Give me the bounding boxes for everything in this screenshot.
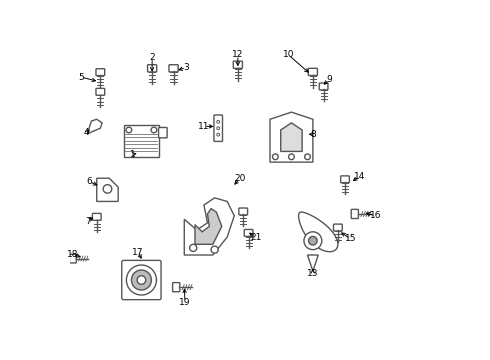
- Polygon shape: [97, 178, 118, 202]
- Text: 20: 20: [234, 174, 245, 183]
- Circle shape: [217, 133, 220, 136]
- Text: 17: 17: [132, 248, 144, 257]
- Text: 11: 11: [198, 122, 210, 131]
- Text: 10: 10: [283, 50, 294, 59]
- Text: 1: 1: [129, 150, 135, 159]
- Circle shape: [126, 265, 156, 295]
- FancyBboxPatch shape: [308, 68, 318, 76]
- Text: 19: 19: [179, 298, 191, 307]
- Text: 5: 5: [78, 73, 84, 82]
- FancyBboxPatch shape: [244, 229, 253, 237]
- Circle shape: [272, 154, 278, 159]
- FancyBboxPatch shape: [147, 65, 157, 72]
- Circle shape: [151, 127, 157, 133]
- Text: 13: 13: [307, 269, 318, 278]
- Circle shape: [217, 120, 220, 123]
- Circle shape: [217, 127, 220, 130]
- FancyBboxPatch shape: [341, 176, 349, 183]
- Circle shape: [289, 154, 294, 159]
- Polygon shape: [88, 119, 102, 134]
- FancyBboxPatch shape: [351, 210, 358, 219]
- Polygon shape: [270, 112, 313, 162]
- FancyBboxPatch shape: [319, 83, 328, 90]
- Text: 15: 15: [344, 234, 356, 243]
- Text: 7: 7: [85, 217, 91, 226]
- FancyBboxPatch shape: [172, 283, 180, 292]
- FancyBboxPatch shape: [159, 127, 167, 138]
- FancyBboxPatch shape: [96, 69, 105, 76]
- FancyBboxPatch shape: [70, 254, 76, 263]
- Polygon shape: [123, 125, 159, 157]
- Text: 12: 12: [232, 50, 244, 59]
- Circle shape: [103, 185, 112, 193]
- FancyBboxPatch shape: [96, 88, 105, 95]
- Text: 9: 9: [326, 75, 332, 84]
- Text: 16: 16: [369, 211, 381, 220]
- Polygon shape: [195, 208, 222, 244]
- Polygon shape: [308, 255, 318, 271]
- Text: 6: 6: [87, 177, 93, 186]
- Polygon shape: [281, 123, 302, 152]
- Circle shape: [304, 232, 322, 249]
- Circle shape: [211, 246, 218, 253]
- FancyBboxPatch shape: [93, 213, 101, 220]
- Circle shape: [190, 244, 197, 251]
- Text: 18: 18: [67, 250, 78, 259]
- Circle shape: [305, 154, 310, 159]
- Polygon shape: [298, 212, 338, 252]
- Text: 21: 21: [250, 233, 261, 242]
- FancyBboxPatch shape: [214, 115, 222, 141]
- Text: 14: 14: [354, 172, 365, 181]
- Text: 4: 4: [83, 129, 89, 138]
- FancyBboxPatch shape: [334, 224, 342, 231]
- FancyBboxPatch shape: [239, 208, 247, 215]
- Text: 8: 8: [311, 130, 317, 139]
- FancyBboxPatch shape: [169, 65, 178, 72]
- Polygon shape: [184, 198, 234, 255]
- Text: 2: 2: [149, 53, 155, 62]
- FancyBboxPatch shape: [233, 61, 243, 68]
- Circle shape: [126, 127, 132, 133]
- Circle shape: [137, 276, 146, 284]
- Circle shape: [131, 270, 151, 290]
- Text: 3: 3: [183, 63, 189, 72]
- Circle shape: [309, 237, 317, 245]
